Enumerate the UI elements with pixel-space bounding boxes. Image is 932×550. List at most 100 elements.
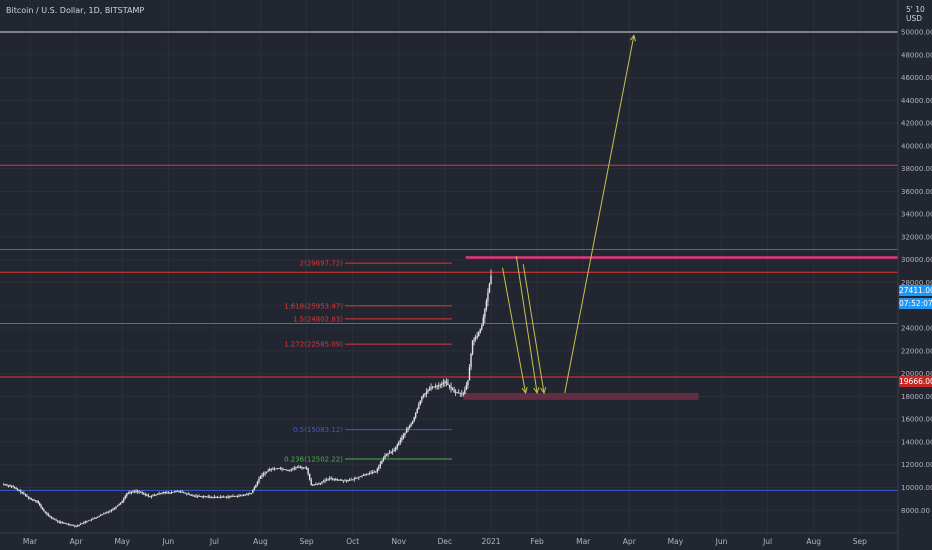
x-tick-14: May bbox=[668, 537, 684, 546]
candle-body-240 bbox=[368, 473, 371, 474]
candle-body-283 bbox=[434, 386, 437, 387]
candle-body-274 bbox=[421, 396, 423, 401]
countdown-tag: 07:52:07 bbox=[899, 298, 932, 309]
candle-body-60 bbox=[92, 518, 94, 520]
candle-body-91 bbox=[139, 492, 142, 493]
candle-body-176 bbox=[270, 469, 272, 470]
candle-body-192 bbox=[295, 467, 297, 469]
candle-body-251 bbox=[385, 454, 388, 456]
candle-body-9 bbox=[15, 488, 17, 490]
arrow-shaft-0 bbox=[502, 267, 527, 394]
y-tick-4: 16000.00 bbox=[901, 416, 932, 424]
candle-body-82 bbox=[126, 493, 128, 496]
candle-body-193 bbox=[296, 466, 299, 468]
candle-body-87 bbox=[133, 491, 136, 493]
candle-body-227 bbox=[348, 479, 351, 481]
x-tick-13: Apr bbox=[623, 537, 637, 546]
candle-body-210 bbox=[322, 481, 325, 483]
candle-body-252 bbox=[387, 453, 389, 455]
candle-body-199 bbox=[305, 467, 308, 469]
candle-body-142 bbox=[218, 496, 220, 498]
candle-body-160 bbox=[245, 494, 248, 496]
candle-body-289 bbox=[444, 381, 446, 383]
candle-body-313 bbox=[481, 325, 483, 330]
candle-body-223 bbox=[342, 480, 345, 482]
candle-body-41 bbox=[63, 522, 65, 524]
fib-label-5: 0.236(12502.22) bbox=[284, 455, 343, 463]
candle-body-194 bbox=[298, 466, 300, 468]
candle-body-284 bbox=[436, 385, 438, 387]
candle-body-20 bbox=[32, 499, 34, 501]
candle-body-78 bbox=[119, 502, 122, 504]
candle-body-277 bbox=[425, 391, 428, 394]
candle-body-238 bbox=[365, 473, 368, 475]
candle-body-299 bbox=[459, 392, 461, 394]
candle-body-133 bbox=[204, 496, 206, 498]
candle-body-217 bbox=[333, 478, 335, 480]
candle-body-169 bbox=[259, 476, 262, 479]
candle-body-40 bbox=[61, 522, 63, 524]
candle-body-301 bbox=[462, 393, 465, 395]
candle-body-189 bbox=[290, 469, 292, 471]
candle-body-76 bbox=[116, 505, 119, 507]
fib-label-4: 0.5(15083.12) bbox=[293, 426, 343, 434]
candle-body-21 bbox=[33, 499, 35, 501]
y-tick-2: 12000.00 bbox=[901, 461, 932, 469]
level-price-tag: 19666.00 bbox=[899, 376, 932, 387]
candle-body-267 bbox=[410, 423, 412, 426]
candle-body-122 bbox=[187, 493, 189, 495]
candle-body-215 bbox=[330, 478, 332, 480]
candle-body-221 bbox=[339, 479, 342, 481]
candle-body-1 bbox=[3, 484, 5, 485]
x-tick-2: May bbox=[114, 537, 130, 546]
candle-body-248 bbox=[381, 460, 383, 464]
candle-body-290 bbox=[445, 381, 448, 384]
candle-body-316 bbox=[485, 300, 488, 310]
candle-body-304 bbox=[467, 380, 469, 385]
candle-body-15 bbox=[24, 494, 27, 496]
candle-body-254 bbox=[390, 451, 392, 453]
symbol-title: Bitcoin / U.S. Dollar, 1D, BITSTAMP bbox=[6, 6, 145, 15]
candle-body-178 bbox=[273, 468, 276, 470]
candle-body-130 bbox=[199, 496, 202, 497]
candle-body-146 bbox=[224, 496, 226, 498]
candle-body-177 bbox=[272, 468, 274, 470]
candle-body-310 bbox=[476, 336, 478, 338]
candle-body-184 bbox=[282, 468, 285, 470]
candle-body-216 bbox=[332, 478, 334, 480]
candle-body-312 bbox=[479, 329, 481, 333]
candle-body-219 bbox=[336, 479, 339, 481]
candle-body-319 bbox=[490, 275, 492, 285]
candle-body-100 bbox=[153, 495, 156, 496]
candle-body-81 bbox=[124, 495, 126, 499]
candle-body-80 bbox=[123, 498, 125, 502]
candle-body-46 bbox=[70, 524, 73, 526]
candle-body-282 bbox=[433, 386, 435, 388]
candle-body-13 bbox=[21, 492, 24, 494]
candle-body-203 bbox=[312, 484, 314, 486]
candle-body-86 bbox=[132, 491, 134, 493]
candle-body-245 bbox=[376, 468, 378, 472]
candle-body-45 bbox=[69, 524, 71, 526]
candle-body-202 bbox=[310, 479, 312, 486]
candle-body-237 bbox=[364, 474, 366, 476]
candle-body-103 bbox=[158, 493, 160, 495]
candle-body-132 bbox=[202, 496, 205, 498]
candle-body-285 bbox=[438, 385, 440, 387]
candle-body-318 bbox=[488, 284, 491, 293]
candle-body-213 bbox=[327, 479, 329, 480]
candle-body-83 bbox=[127, 492, 130, 494]
x-tick-10: 2021 bbox=[481, 537, 500, 546]
candle-body-157 bbox=[241, 495, 243, 497]
candle-body-292 bbox=[448, 384, 451, 387]
candle-body-10 bbox=[17, 489, 19, 491]
candle-body-293 bbox=[450, 386, 452, 389]
candle-body-138 bbox=[212, 496, 214, 498]
candle-body-152 bbox=[233, 496, 236, 497]
candle-body-167 bbox=[256, 481, 259, 485]
x-tick-9: Dec bbox=[438, 537, 453, 546]
candle-body-51 bbox=[78, 524, 80, 526]
candle-body-118 bbox=[181, 491, 183, 493]
candle-body-260 bbox=[399, 440, 402, 443]
